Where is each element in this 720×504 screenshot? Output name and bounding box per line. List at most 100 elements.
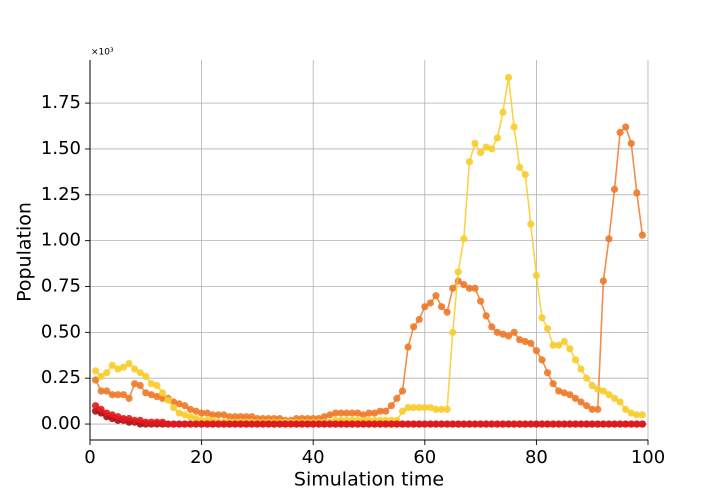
series-marker [627, 409, 635, 417]
series-marker [175, 420, 183, 428]
series-marker [482, 143, 490, 151]
y-tick-label: 0.75 [41, 275, 81, 296]
series-marker [147, 380, 155, 388]
series-marker [471, 420, 479, 428]
series-marker [108, 411, 116, 419]
series-marker [142, 418, 150, 426]
series-marker [443, 405, 451, 413]
series-marker [242, 413, 250, 421]
series-marker [354, 420, 362, 428]
series-marker [465, 284, 474, 292]
series-marker [181, 402, 189, 410]
series-marker [158, 418, 167, 426]
series-marker [393, 420, 401, 428]
series-marker [555, 387, 563, 395]
series-marker [449, 420, 457, 428]
series-marker [242, 420, 250, 428]
series-marker [549, 420, 557, 428]
series-marker [410, 323, 418, 331]
series-marker [125, 359, 133, 368]
series-marker [521, 171, 529, 179]
y-tick-label: 1.75 [41, 92, 81, 113]
x-tick-label: 100 [631, 447, 665, 468]
series-marker [136, 381, 144, 390]
series-marker [114, 391, 122, 399]
series-marker [220, 420, 228, 428]
series-marker [560, 337, 568, 346]
series-marker [477, 420, 485, 428]
series-marker [97, 387, 105, 395]
series-marker [504, 332, 513, 340]
series-marker [270, 420, 278, 428]
series-line [94, 125, 644, 422]
series-marker [638, 231, 647, 239]
series-marker [415, 403, 423, 412]
series-marker [170, 420, 178, 428]
series-marker [131, 365, 139, 373]
series-marker [298, 420, 306, 428]
series-marker [588, 420, 596, 428]
y-tick-label: 1.00 [41, 230, 81, 251]
series-marker [376, 407, 384, 415]
series-marker [326, 420, 334, 428]
series-marker [292, 420, 301, 428]
axes: 0 20 40 60 80 100 0.00 0.25 0.50 0.75 1.00 1.25 1.50… [41, 92, 665, 468]
series-marker [192, 420, 200, 428]
series-marker [237, 413, 245, 421]
series-marker [108, 391, 116, 399]
series-marker [410, 403, 418, 412]
series-marker [510, 328, 518, 336]
series-marker [538, 356, 546, 364]
series-marker [566, 345, 574, 353]
series-marker [583, 402, 591, 410]
series-marker [426, 299, 434, 307]
y-axis-label: Population [14, 202, 36, 302]
y-tick-label: 0.25 [41, 367, 81, 388]
series-marker [571, 394, 580, 402]
series-marker [382, 420, 390, 428]
series-marker [555, 420, 563, 428]
series-marker [516, 420, 524, 428]
series-marker [454, 420, 462, 428]
series-marker [248, 413, 256, 421]
series-marker [616, 398, 624, 406]
series-marker [119, 414, 128, 423]
series-marker [510, 420, 518, 428]
series-marker [248, 420, 256, 428]
x-axis-label: Simulation time [294, 469, 444, 491]
series-marker [549, 341, 557, 349]
series-marker [276, 420, 284, 428]
series-marker [521, 337, 529, 346]
series-marker [499, 108, 507, 116]
series-marker [454, 268, 462, 276]
series-marker [449, 284, 457, 292]
series-marker [622, 405, 630, 413]
series-marker [331, 420, 340, 428]
series-marker [616, 128, 624, 137]
series-line [95, 77, 643, 424]
series-marker [170, 398, 178, 406]
series-marker [571, 356, 580, 364]
x-tick-label: 60 [413, 447, 436, 468]
series-marker [114, 365, 122, 373]
series-marker [220, 411, 228, 419]
series-marker [599, 420, 607, 428]
series-marker [131, 416, 139, 424]
series-marker [376, 420, 384, 428]
series-marker [477, 149, 485, 157]
series-marker [253, 420, 261, 428]
series-marker [320, 413, 328, 421]
series-marker [471, 284, 479, 292]
series-marker [348, 409, 356, 417]
series-marker [538, 420, 546, 428]
series-marker [432, 405, 440, 413]
series-marker [337, 420, 345, 428]
series-marker [488, 323, 496, 331]
series-marker [538, 314, 546, 322]
series-marker [153, 418, 161, 426]
series-marker [527, 220, 535, 228]
series-marker [158, 389, 167, 397]
y-tick-label: 1.25 [41, 184, 81, 205]
series-marker [599, 387, 607, 395]
series-marker [393, 394, 401, 402]
